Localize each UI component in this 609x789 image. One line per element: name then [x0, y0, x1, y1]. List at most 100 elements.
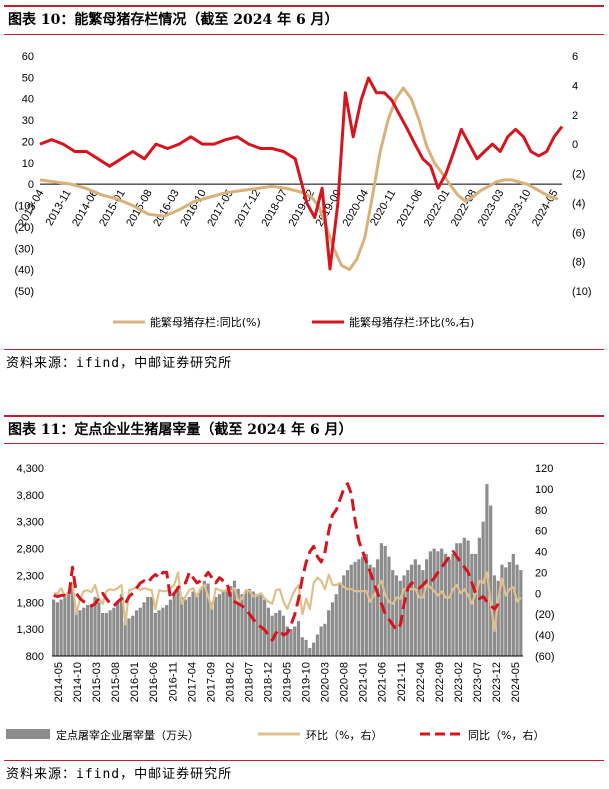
y-right-tick-label: (20) [535, 609, 555, 621]
volume-bar [172, 594, 176, 656]
y-right-tick-label: 4 [572, 80, 578, 92]
volume-bar [183, 599, 188, 656]
volume-bar [85, 605, 90, 656]
y-left-tick-label: 1,800 [16, 597, 44, 609]
volume-bar [364, 553, 368, 656]
volume-bar [372, 567, 376, 656]
legend-label-volume: 定点屠宰企业屠宰量（万头） [56, 728, 199, 742]
volume-bar [278, 610, 282, 656]
volume-bar [52, 599, 56, 656]
series-line-mom [53, 571, 522, 632]
volume-bar [74, 607, 78, 656]
volume-bar [270, 615, 274, 656]
volume-bar [387, 556, 391, 656]
volume-bar [214, 596, 218, 656]
volume-bar [217, 594, 221, 656]
x-tick-label: 2015-08 [110, 662, 122, 702]
y-left-tick-label: 40 [22, 94, 34, 106]
volume-bar [323, 623, 327, 656]
volume-bar [195, 594, 199, 656]
volume-bar [55, 602, 59, 656]
x-tick-label: 2020-03 [320, 662, 332, 702]
volume-bar [474, 553, 478, 656]
volume-bar [191, 591, 195, 656]
volume-bar [496, 580, 500, 656]
volume-bar [232, 580, 237, 656]
volume-bar [436, 551, 440, 656]
volume-bar [406, 570, 410, 656]
volume-bar [255, 594, 259, 656]
volume-bar [251, 591, 255, 656]
y-right-tick-label: (8) [572, 257, 585, 269]
volume-bar [470, 553, 474, 656]
volume-bar [308, 647, 312, 656]
volume-bar [349, 564, 353, 656]
volume-bar [432, 548, 436, 656]
volume-bar [443, 553, 448, 656]
fig2-title-rule-bottom [4, 443, 604, 444]
volume-bar [176, 586, 180, 656]
volume-bar [116, 602, 120, 656]
y-left-tick-label: 30 [22, 115, 34, 127]
volume-bar [187, 596, 191, 656]
x-tick-label: 2016-11 [167, 662, 179, 702]
volume-bar [108, 610, 112, 656]
volume-bar [327, 610, 331, 656]
y-left-tick-label: 10 [22, 158, 34, 170]
volume-bar [394, 575, 399, 656]
volume-bar [149, 596, 154, 656]
volume-bar [236, 588, 240, 656]
y-left-tick-label: 20 [22, 136, 34, 148]
volume-bar [402, 575, 406, 656]
fig2-source: 资料来源：ifind，中邮证券研究所 [6, 767, 233, 782]
volume-bar [409, 564, 414, 656]
y-right-tick-label: 2 [572, 110, 578, 122]
volume-bar [289, 629, 293, 656]
volume-bar [157, 610, 161, 656]
volume-bar [504, 567, 508, 656]
y-right-tick-label: (6) [572, 227, 585, 239]
volume-bar [466, 540, 470, 656]
volume-bar [161, 607, 165, 656]
series-line-yoy [39, 86, 559, 272]
volume-bar [338, 583, 342, 656]
x-tick-label: 2021-06 [377, 662, 389, 702]
x-tick-label: 2024-05 [510, 662, 522, 702]
volume-bar [376, 559, 380, 656]
fig1-title: 图表 10：能繁母猪存栏情况（截至 2024 年 6 月） [8, 12, 339, 28]
volume-bar [165, 605, 169, 656]
volume-bar [485, 484, 489, 656]
x-tick-label: 2016-06 [148, 662, 160, 702]
volume-bar [180, 596, 184, 656]
volume-bar [455, 543, 459, 656]
volume-bar [263, 599, 267, 656]
y-right-tick-label: (40) [535, 630, 555, 642]
volume-bar [315, 634, 319, 656]
volume-bar [142, 602, 146, 656]
volume-bar [368, 564, 372, 656]
volume-bar [519, 570, 523, 656]
x-tick-label: 2015-03 [91, 662, 103, 702]
volume-bar [383, 545, 387, 656]
volume-bar [138, 607, 142, 656]
volume-bar [311, 642, 316, 656]
volume-bar [425, 559, 429, 656]
x-tick-label: 2023-07 [472, 662, 484, 702]
x-tick-label: 2021-11 [396, 662, 408, 702]
volume-bar [67, 594, 71, 656]
volume-bar [293, 626, 297, 656]
x-tick-label: 2017-09 [205, 662, 217, 702]
volume-bar [127, 618, 131, 656]
x-tick-label: 2013-11 [43, 188, 73, 228]
x-tick-label: 2021-01 [358, 662, 370, 702]
y-left-tick-label: 0 [28, 179, 34, 191]
volume-bar [515, 564, 519, 656]
y-right-tick-label: 6 [572, 51, 578, 63]
x-tick-label: 2014-05 [53, 662, 65, 702]
volume-bar [93, 596, 97, 656]
volume-bar [357, 559, 361, 656]
x-tick-label: 2018-12 [262, 662, 274, 702]
y-left-tick-label: (50) [14, 286, 34, 298]
y-left-tick-label: (10) [14, 201, 34, 213]
volume-bar [134, 610, 139, 656]
